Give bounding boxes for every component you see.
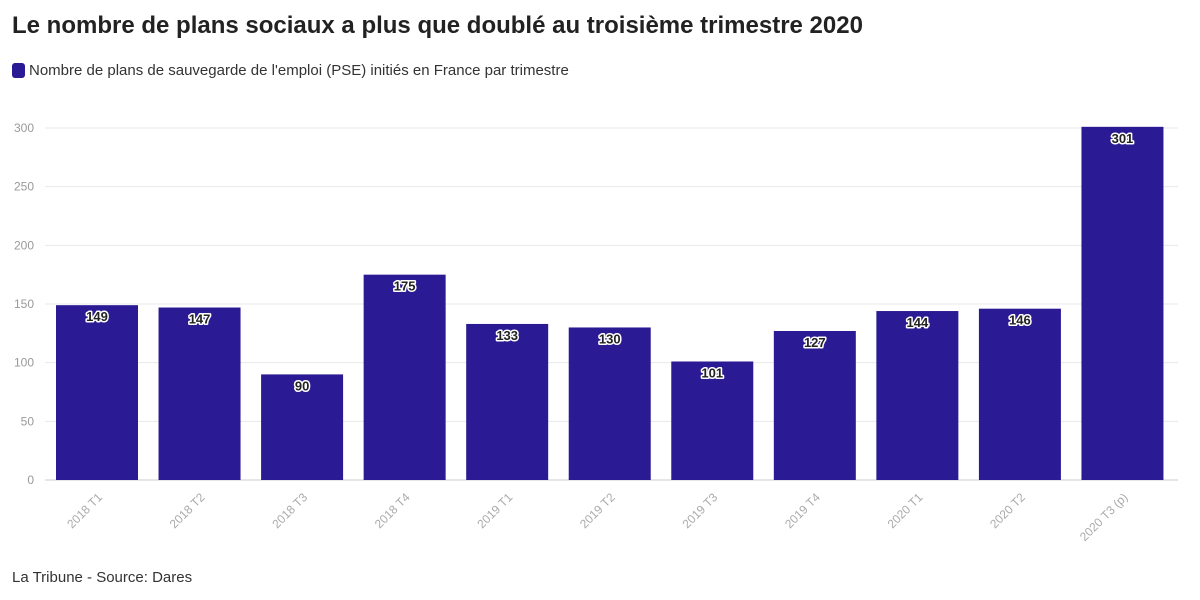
x-tick-label: 2019 T2	[577, 490, 618, 531]
bar	[876, 311, 959, 480]
x-tick-label: 2018 T2	[167, 490, 208, 531]
data-label: 175	[394, 279, 416, 294]
bar	[363, 274, 446, 480]
data-label: 90	[295, 378, 309, 393]
x-tick-label: 2019 T3	[680, 490, 721, 531]
y-tick-label: 250	[14, 180, 34, 194]
data-label: 133	[496, 328, 518, 343]
bar	[158, 307, 241, 480]
bar	[978, 308, 1061, 480]
bar	[568, 327, 651, 480]
bar	[261, 374, 344, 480]
source-footer: La Tribune - Source: Dares	[12, 569, 193, 586]
bar	[773, 330, 856, 480]
x-tick-label: 2019 T4	[782, 490, 823, 531]
x-tick-label: 2018 T1	[64, 490, 105, 531]
y-tick-label: 150	[14, 297, 34, 311]
data-label: 101	[701, 365, 723, 380]
y-tick-label: 100	[14, 356, 34, 370]
bar	[1081, 126, 1164, 481]
chart-title: Le nombre de plans sociaux a plus que do…	[12, 12, 863, 39]
x-tick-label: 2018 T3	[269, 490, 310, 531]
x-tick-label: 2020 T1	[885, 490, 926, 531]
data-label: 130	[599, 331, 621, 346]
x-tick-label: 2018 T4	[372, 490, 413, 531]
bar	[671, 361, 754, 480]
x-tick-label: 2020 T3 (p)	[1077, 490, 1131, 544]
y-tick-label: 50	[21, 414, 35, 428]
y-tick-label: 0	[27, 473, 34, 487]
data-label: 127	[804, 335, 826, 350]
legend-label: Nombre de plans de sauvegarde de l'emplo…	[29, 62, 569, 79]
data-label: 146	[1009, 313, 1031, 328]
data-label: 149	[86, 309, 108, 324]
y-tick-label: 300	[14, 121, 34, 135]
x-tick-label: 2020 T2	[987, 490, 1028, 531]
data-label: 301	[1112, 131, 1134, 146]
x-tick-label: 2019 T1	[474, 490, 515, 531]
y-tick-label: 200	[14, 238, 34, 252]
bar-chart: 0 50 100 150 200 250 300 149 2018 T1 147 2018 T2 90…	[14, 121, 1178, 544]
data-label: 144	[907, 315, 929, 330]
data-label: 147	[189, 312, 211, 327]
bar	[56, 305, 138, 480]
legend: Nombre de plans de sauvegarde de l'emplo…	[12, 62, 569, 79]
bar	[466, 323, 549, 480]
legend-swatch	[12, 63, 25, 78]
